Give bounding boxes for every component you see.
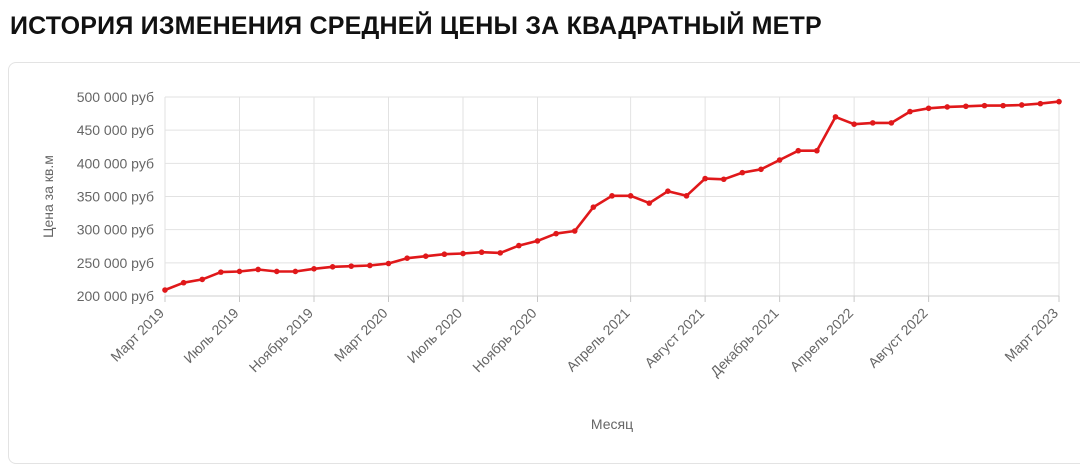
data-point[interactable] bbox=[683, 193, 690, 199]
data-point[interactable] bbox=[497, 250, 504, 256]
x-axis-ticks: Март 2019 Июль 2019 Ноябрь 2019 Март 2020 Ию… bbox=[107, 305, 1061, 380]
data-point[interactable] bbox=[869, 120, 876, 126]
y-tick-label: 450 000 руб bbox=[77, 122, 154, 138]
data-point[interactable] bbox=[851, 121, 857, 127]
series bbox=[162, 98, 1062, 293]
data-point[interactable] bbox=[1056, 98, 1062, 105]
data-point[interactable] bbox=[907, 108, 913, 115]
x-tick-label: Август 2022 bbox=[865, 305, 931, 371]
y-tick-label: 200 000 руб bbox=[77, 288, 154, 304]
data-point[interactable] bbox=[832, 114, 839, 120]
data-point[interactable] bbox=[478, 249, 485, 256]
y-tick-label: 250 000 руб bbox=[77, 255, 154, 271]
data-point[interactable] bbox=[367, 262, 373, 269]
data-point[interactable] bbox=[441, 251, 448, 258]
x-tick-label: Август 2021 bbox=[641, 305, 707, 371]
data-point[interactable] bbox=[776, 157, 783, 163]
data-point[interactable] bbox=[1037, 100, 1044, 107]
data-point[interactable] bbox=[255, 266, 261, 273]
x-tick-label: Март 2023 bbox=[1001, 305, 1061, 365]
data-point[interactable] bbox=[571, 228, 578, 234]
x-tick-label: Июль 2019 bbox=[180, 305, 241, 366]
data-point[interactable] bbox=[329, 264, 336, 270]
data-point[interactable] bbox=[609, 193, 615, 199]
data-point[interactable] bbox=[646, 200, 653, 206]
data-point[interactable] bbox=[627, 193, 634, 199]
data-point[interactable] bbox=[422, 253, 429, 259]
data-point[interactable] bbox=[404, 255, 410, 261]
data-point[interactable] bbox=[273, 268, 280, 275]
data-point[interactable] bbox=[814, 147, 820, 154]
data-point[interactable] bbox=[516, 242, 522, 249]
data-point[interactable] bbox=[944, 104, 951, 110]
data-point[interactable] bbox=[665, 188, 671, 194]
data-point[interactable] bbox=[795, 147, 802, 154]
page-title: ИСТОРИЯ ИЗМЕНЕНИЯ СРЕДНЕЙ ЦЕНЫ ЗА КВАДРА… bbox=[10, 12, 822, 40]
data-point[interactable] bbox=[590, 204, 597, 210]
y-tick-label: 400 000 руб bbox=[77, 155, 154, 171]
x-tick-label: Март 2020 bbox=[331, 305, 391, 365]
x-tick-label: Декабрь 2021 bbox=[707, 305, 782, 380]
x-tick-label: Ноябрь 2019 bbox=[246, 305, 317, 376]
data-point[interactable] bbox=[534, 238, 541, 244]
data-point[interactable] bbox=[888, 120, 895, 126]
data-point[interactable] bbox=[385, 260, 392, 267]
data-point[interactable] bbox=[702, 175, 708, 182]
data-point[interactable] bbox=[1018, 102, 1025, 108]
data-point[interactable] bbox=[236, 268, 243, 275]
data-point[interactable] bbox=[739, 169, 746, 176]
data-point[interactable] bbox=[180, 279, 187, 286]
data-point[interactable] bbox=[292, 268, 299, 275]
y-axis-title: Цена за кв.м bbox=[40, 155, 56, 238]
data-point[interactable] bbox=[460, 250, 466, 257]
x-axis-title: Месяц bbox=[591, 416, 633, 432]
data-point[interactable] bbox=[162, 287, 168, 293]
x-tick-label: Ноябрь 2020 bbox=[469, 305, 540, 376]
data-point[interactable] bbox=[1000, 102, 1006, 109]
x-tick-label: Март 2019 bbox=[107, 305, 167, 365]
y-tick-label: 300 000 руб bbox=[77, 222, 154, 238]
x-tick-label: Апрель 2022 bbox=[787, 305, 857, 375]
x-tick-label: Апрель 2021 bbox=[563, 305, 633, 375]
data-point[interactable] bbox=[925, 105, 932, 112]
data-point[interactable] bbox=[720, 176, 727, 183]
data-point[interactable] bbox=[218, 269, 224, 275]
y-tick-label: 350 000 руб bbox=[77, 189, 154, 205]
data-point[interactable] bbox=[553, 230, 559, 237]
x-tick-label: Июль 2020 bbox=[404, 305, 465, 366]
data-point[interactable] bbox=[199, 276, 206, 283]
y-axis-ticks: 200 000 руб 250 000 руб 300 000 руб 350 000… bbox=[77, 89, 154, 304]
data-point[interactable] bbox=[311, 266, 317, 272]
data-point[interactable] bbox=[758, 166, 764, 173]
data-point[interactable] bbox=[981, 102, 988, 109]
price-history-chart: 200 000 руб 250 000 руб 300 000 руб 350 000… bbox=[40, 89, 1062, 432]
y-tick-label: 500 000 руб bbox=[77, 89, 154, 105]
chart-card: 200 000 руб 250 000 руб 300 000 руб 350 000… bbox=[8, 62, 1080, 464]
data-point[interactable] bbox=[963, 103, 969, 110]
data-point[interactable] bbox=[348, 263, 355, 269]
